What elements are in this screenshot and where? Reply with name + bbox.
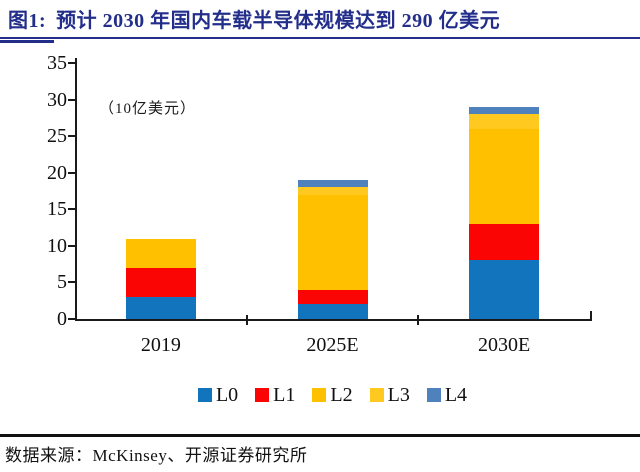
bar-segment-l2: [297, 194, 368, 290]
legend-label: L3: [387, 384, 410, 406]
bar-segment-l2: [125, 238, 196, 268]
y-axis-tick: [68, 318, 75, 320]
figure-title: 图1: 预计 2030 年国内车载半导体规模达到 290 亿美元: [8, 4, 636, 36]
y-axis-tick-label: 0: [57, 308, 67, 330]
y-axis-tick: [68, 171, 75, 174]
legend-swatch-icon: [255, 388, 270, 402]
x-axis-category-label: 2025E: [306, 334, 359, 356]
y-axis-tick-label: 15: [47, 198, 67, 221]
y-axis-tick: [68, 244, 75, 247]
bar-segment-l4: [469, 106, 540, 115]
legend-item-l4: L4: [426, 384, 468, 406]
y-axis-tick-label: 5: [57, 271, 67, 294]
x-axis-category-label: 2019: [140, 334, 181, 356]
figure-title-text: 预计 2030 年国内车载半导体规模达到 290 亿美元: [56, 10, 501, 32]
y-axis-tick-label: 25: [47, 125, 67, 148]
bar-segment-l2: [469, 128, 540, 224]
bar-segment-l4: [297, 180, 368, 188]
bar-segment-l1: [125, 267, 196, 298]
legend-item-l1: L1: [255, 385, 295, 405]
figure-number: 图1:: [8, 10, 47, 32]
legend-label: L1: [273, 384, 296, 406]
legend-item-l0: L0: [197, 384, 239, 406]
bar-segment-l3: [297, 187, 368, 195]
x-axis-line: [75, 319, 592, 321]
y-axis-tick-label: 10: [47, 234, 67, 257]
x-axis-category-label: 2030E: [478, 334, 531, 356]
y-axis-unit-label: （10亿美元）: [99, 101, 197, 117]
y-axis-tick: [68, 98, 75, 101]
legend-label: L2: [330, 384, 353, 406]
bar-segment-l0: [297, 304, 368, 319]
title-divider-accent: [0, 40, 54, 43]
bar-segment-l0: [125, 297, 196, 319]
x-axis-tick: [245, 315, 248, 325]
legend-swatch-icon: [426, 388, 441, 402]
stacked-bar-chart: （10亿美元） 0 5 10 15 20 25 30 35 2019 2025E 2030E: [0, 44, 640, 384]
y-axis-line: [75, 58, 77, 321]
legend-swatch-icon: [369, 388, 384, 402]
bar-segment-l0: [469, 260, 540, 319]
x-axis-tick: [417, 315, 420, 325]
legend-swatch-icon: [312, 388, 327, 402]
y-axis-tick-label: 20: [47, 161, 67, 184]
chart-legend: L0 L1 L2 L3 L4: [75, 384, 590, 406]
legend-swatch-icon: [197, 388, 212, 402]
bar-segment-l1: [297, 289, 368, 305]
y-axis-tick-label: 35: [47, 52, 67, 74]
x-axis-end-hook: [590, 311, 592, 319]
y-axis-tick: [68, 281, 75, 284]
title-divider: [0, 37, 640, 39]
y-axis-tick: [68, 208, 75, 211]
data-source: 数据来源：McKinsey、开源证券研究所: [5, 446, 308, 465]
y-axis-tick: [68, 62, 75, 64]
y-axis-tick: [68, 135, 75, 138]
footer-divider: [0, 434, 640, 437]
legend-label: L4: [444, 384, 468, 406]
y-axis-tick-label: 30: [47, 88, 67, 111]
legend-item-l3: L3: [369, 384, 410, 406]
legend-label: L0: [215, 384, 239, 406]
bar-segment-l1: [469, 223, 540, 261]
legend-item-l2: L2: [312, 384, 353, 406]
bar-segment-l3: [469, 114, 540, 129]
